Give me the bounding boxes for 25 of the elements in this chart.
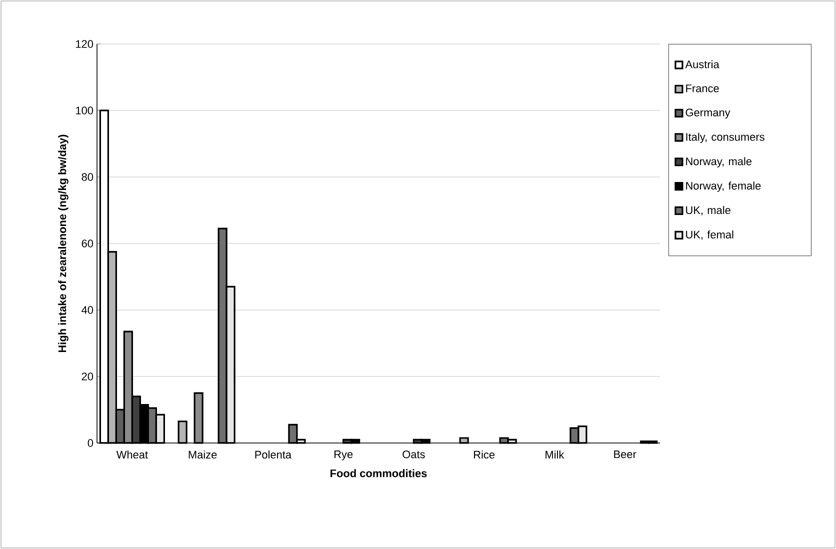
x-axis-title: Food commodities [330,469,427,478]
y-tick-label: 120 [76,40,94,48]
y-tick-label: 80 [82,173,94,181]
x-tick-label: Oats [402,450,425,458]
y-tick-label: 40 [82,306,94,314]
x-tick-label: Milk [546,450,564,458]
x-tick-label: Beer [614,450,636,458]
legend-label: Germany [686,108,730,119]
x-tick-label: Maize [188,450,217,459]
y-tick-label: 0 [88,439,94,447]
x-tick-label: Polenta [255,450,292,459]
legend-label: Austria [685,60,720,68]
legend-label: France [686,84,719,92]
legend-label: UK, femal [686,230,734,240]
y-axis-title: High intake of zearalenone (ng/kg bw/day) [58,134,68,352]
y-tick-label: 60 [82,240,94,248]
y-tick-label: 20 [82,372,94,380]
x-tick-label: Rye [334,450,353,460]
x-tick-label: Wheat [116,450,148,459]
legend-label: Norway, male [686,157,752,168]
x-tick-label: Rice [474,450,495,459]
legend-label: UK, male [686,206,730,216]
legend-label: Norway, female [686,182,761,192]
y-tick-label: 100 [76,106,94,114]
legend-label: Italy, consumers [686,132,764,143]
